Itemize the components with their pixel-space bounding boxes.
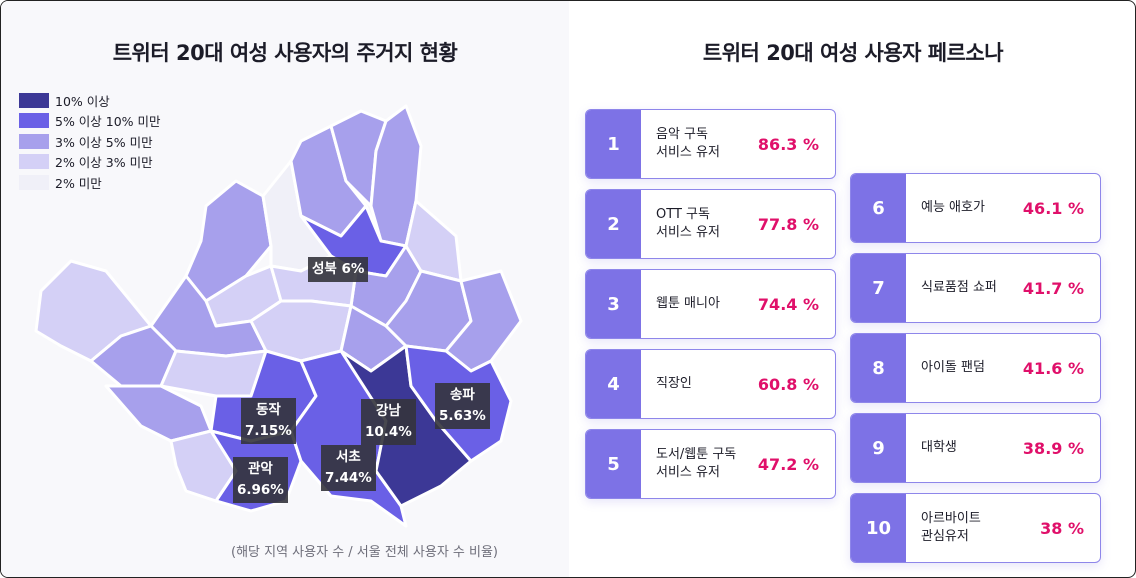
persona-rank: 3 xyxy=(586,270,641,338)
persona-card: 10 아르바이트 관심유저 38 % xyxy=(850,493,1101,563)
persona-label: 아이돌 팬덤 xyxy=(921,360,985,375)
persona-value: 47.2 % xyxy=(757,454,819,474)
persona-value: 74.4 % xyxy=(757,294,819,314)
legend-swatch xyxy=(19,174,49,190)
persona-value: 86.3 % xyxy=(757,134,819,154)
legend-label: 10% 이상 xyxy=(55,93,110,109)
persona-rank: 7 xyxy=(851,254,906,322)
legend-label: 5% 이상 10% 미만 xyxy=(55,114,161,130)
legend-swatch xyxy=(19,154,49,170)
map-label-gangnam: 강남 10.4% xyxy=(361,399,416,445)
persona-label: 음악 구독 서비스 유저 xyxy=(656,127,720,160)
persona-rank: 8 xyxy=(851,334,906,402)
map-note: (해당 지역 사용자 수 / 서울 전체 사용자 수 비율) xyxy=(231,545,498,560)
persona-card: 3 웹툰 매니아 74.4 % xyxy=(585,269,836,339)
persona-value: 46.1 % xyxy=(1022,198,1084,218)
legend-item: 10% 이상 xyxy=(19,90,161,111)
persona-label: 웹툰 매니아 xyxy=(656,296,720,311)
district-yeongdeungpo xyxy=(159,349,268,398)
map-panel: 트위터 20대 여성 사용자의 주거지 현황 10% 이상 5% 이상 10% … xyxy=(1,1,569,577)
legend-swatch xyxy=(19,92,49,108)
legend-label: 3% 이상 5% 미만 xyxy=(55,134,153,150)
persona-value: 41.6 % xyxy=(1022,358,1084,378)
persona-card: 7 식료품점 쇼퍼 41.7 % xyxy=(850,253,1101,323)
persona-label: 직장인 xyxy=(656,376,692,391)
persona-card: 4 직장인 60.8 % xyxy=(585,349,836,419)
persona-card: 2 OTT 구독 서비스 유저 77.8 % xyxy=(585,189,836,259)
legend-swatch xyxy=(19,113,49,129)
persona-rank: 1 xyxy=(586,110,641,178)
legend-swatch xyxy=(19,133,49,149)
persona-label: 도서/웹툰 구독 서비스 유저 xyxy=(656,447,737,480)
persona-rank: 10 xyxy=(851,494,906,562)
legend-item: 5% 이상 10% 미만 xyxy=(19,111,161,132)
legend-item: 3% 이상 5% 미만 xyxy=(19,131,161,152)
persona-card: 5 도서/웹툰 구독 서비스 유저 47.2 % xyxy=(585,429,836,499)
persona-card: 6 예능 애호가 46.1 % xyxy=(850,173,1101,243)
persona-value: 77.8 % xyxy=(757,214,819,234)
legend-item: 2% 미만 xyxy=(19,172,161,193)
map-title: 트위터 20대 여성 사용자의 주거지 현황 xyxy=(112,41,458,65)
persona-value: 60.8 % xyxy=(757,374,819,394)
persona-label: 예능 애호가 xyxy=(921,200,985,215)
persona-label: OTT 구독 서비스 유저 xyxy=(656,207,720,240)
persona-value: 38 % xyxy=(1040,518,1084,538)
map-label-seongbuk: 성북 6% xyxy=(308,257,369,282)
map-legend: 10% 이상 5% 이상 10% 미만 3% 이상 5% 미만 2% 이상 3%… xyxy=(19,90,161,193)
district-jungnang xyxy=(404,199,463,283)
persona-rank: 6 xyxy=(851,174,906,242)
persona-rank: 2 xyxy=(586,190,641,258)
persona-value: 41.7 % xyxy=(1022,278,1084,298)
persona-rank: 4 xyxy=(586,350,641,418)
persona-label: 식료품점 쇼퍼 xyxy=(921,280,997,295)
persona-rank: 5 xyxy=(586,430,641,498)
map-label-dongjak: 동작 7.15% xyxy=(241,398,296,444)
persona-value: 38.9 % xyxy=(1022,438,1084,458)
legend-item: 2% 이상 3% 미만 xyxy=(19,152,161,173)
persona-card: 1 음악 구독 서비스 유저 86.3 % xyxy=(585,109,836,179)
persona-card: 9 대학생 38.9 % xyxy=(850,413,1101,483)
persona-rank: 9 xyxy=(851,414,906,482)
persona-label: 아르바이트 관심유저 xyxy=(921,511,981,544)
map-label-songpa: 송파 5.63% xyxy=(435,383,490,429)
map-label-gwanak: 관악 6.96% xyxy=(233,457,288,503)
persona-card: 8 아이돌 팬덤 41.6 % xyxy=(850,333,1101,403)
map-label-seocho: 서초 7.44% xyxy=(321,445,376,491)
persona-title: 트위터 20대 여성 사용자 페르소나 xyxy=(702,41,1004,65)
district-guro xyxy=(104,384,213,443)
legend-label: 2% 미만 xyxy=(55,175,102,191)
legend-label: 2% 이상 3% 미만 xyxy=(55,155,153,171)
persona-label: 대학생 xyxy=(921,440,957,455)
